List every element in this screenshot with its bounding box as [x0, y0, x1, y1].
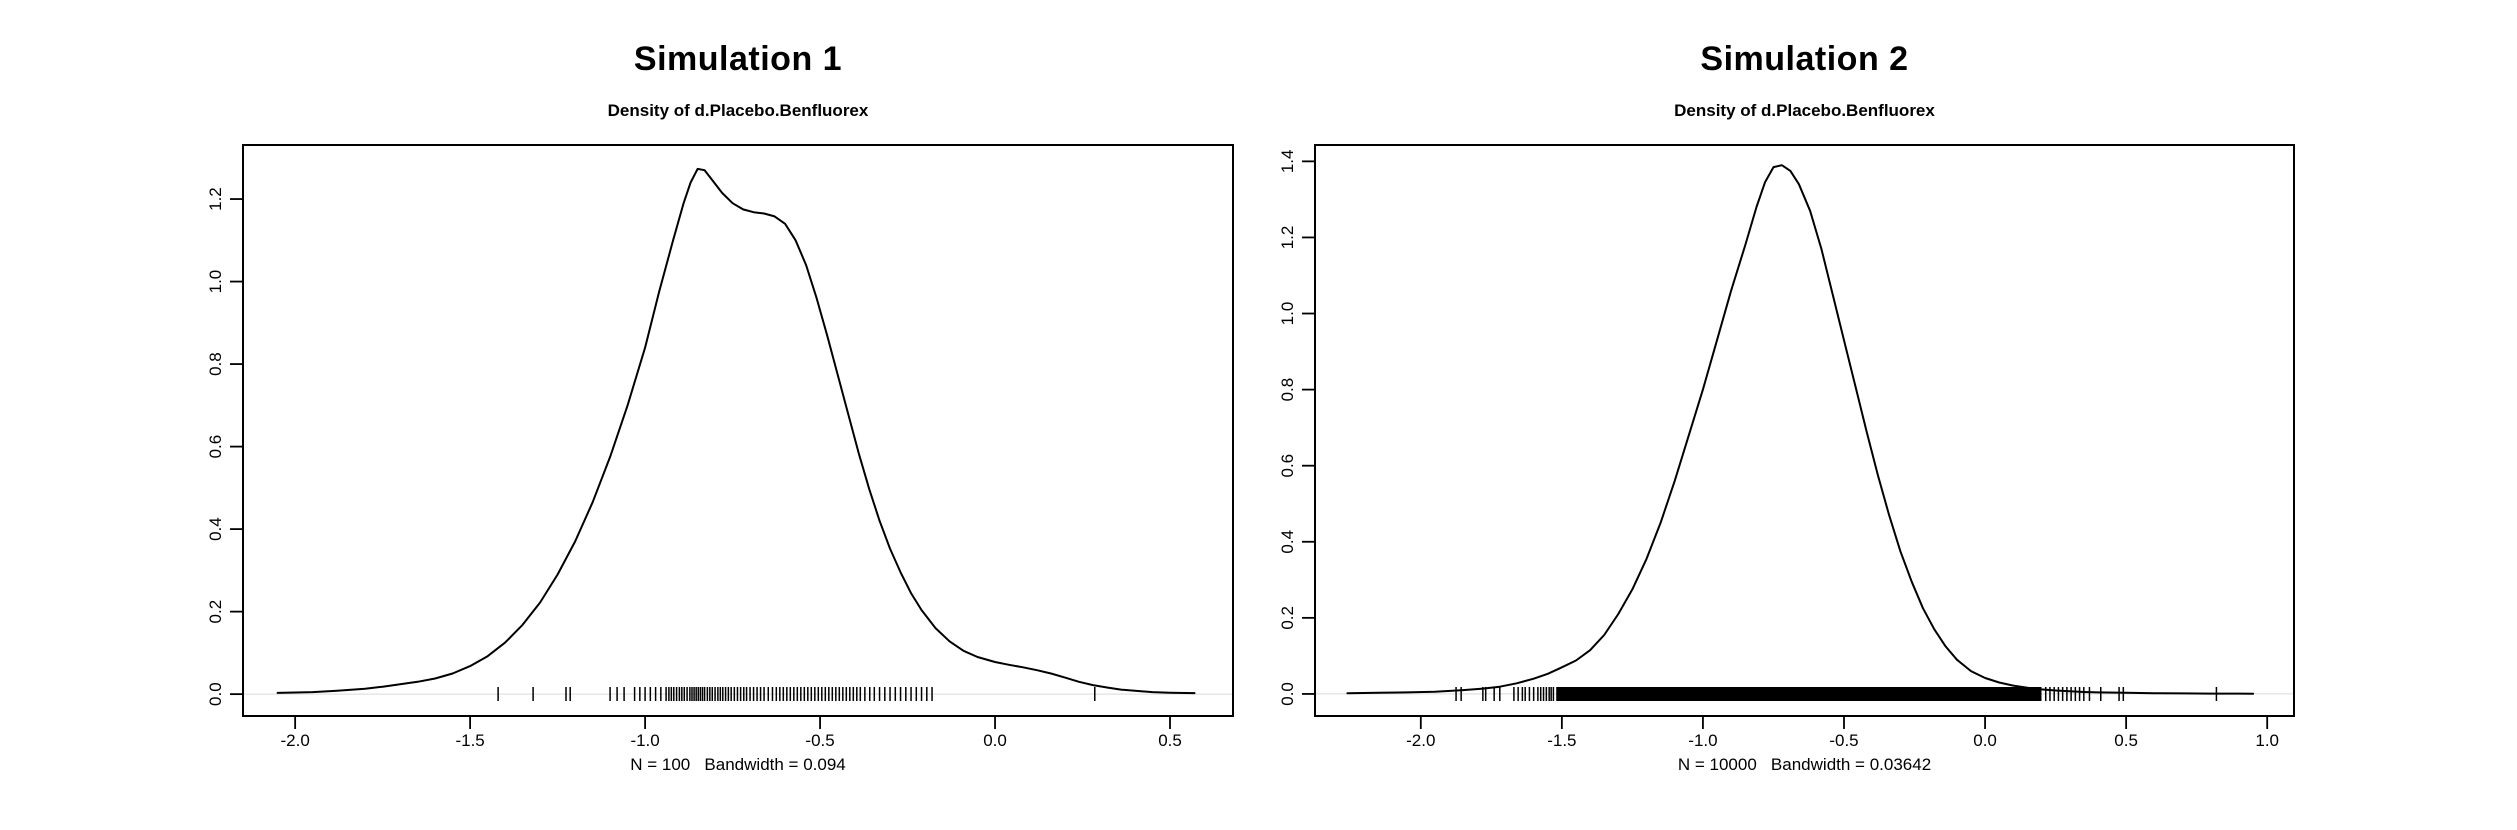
y-tick-label: 0.6 [1278, 454, 1297, 478]
y-tick-label: 0.4 [1278, 530, 1297, 554]
x-tick-label: -1.5 [455, 731, 484, 750]
density-curve [276, 167, 1196, 695]
plot1-subtitle: Density of d.Placebo.Benfluorex [607, 101, 869, 120]
plot1-main-title: Simulation 1 [633, 40, 843, 78]
y-tick-label: 0.0 [1278, 682, 1297, 706]
y-tick-label: 0.8 [206, 352, 225, 376]
y-tick-label: 1.0 [1278, 302, 1297, 326]
plot-box [242, 144, 1234, 717]
x-tick-label: -2.0 [1406, 731, 1435, 750]
y-tick-label: 1.2 [206, 187, 225, 211]
plot1-xaxis-label: N = 100 Bandwidth = 0.094 [630, 755, 846, 774]
plot-box [1314, 144, 2295, 717]
x-tick-label: -1.0 [1688, 731, 1717, 750]
x-tick-label: -0.5 [1829, 731, 1858, 750]
y-tick-label: 0.4 [206, 517, 225, 541]
x-tick-label: 0.0 [1973, 731, 1997, 750]
density-plot-panel-2: -2.0 -1.5 -1.0 -0.5 0.0 0.5 1.0 0.0 0.2 0.4 0.6 0.8… [1278, 144, 2295, 750]
rug-dense-band [1556, 687, 2042, 701]
y-tick-label: 1.0 [206, 270, 225, 294]
density-plot-panel-1: -2.0 -1.5 -1.0 -0.5 0.0 0.5 0.0 0.2 0.4 0.6 0.8 1.0… [206, 144, 1234, 750]
x-tick-label: 0.5 [2114, 731, 2138, 750]
plot2-subtitle: Density of d.Placebo.Benfluorex [1674, 101, 1935, 120]
y-tick-label: 0.0 [206, 682, 225, 706]
plot2-xaxis-label: N = 10000 Bandwidth = 0.03642 [1677, 755, 1932, 774]
x-tick-label: -0.5 [805, 731, 834, 750]
y-tick-label: 0.6 [206, 435, 225, 459]
x-tick-label: 0.5 [1158, 731, 1182, 750]
y-tick-label: 0.2 [1278, 606, 1297, 630]
plot2-main-title: Simulation 2 [1700, 40, 1909, 78]
y-tick-label: 1.2 [1278, 226, 1297, 250]
x-tick-label: -1.5 [1547, 731, 1576, 750]
y-tick-label: 1.4 [1278, 150, 1297, 174]
x-tick-label: 0.0 [983, 731, 1007, 750]
y-tick-label: 0.8 [1278, 378, 1297, 402]
x-tick-label: 1.0 [2255, 731, 2279, 750]
density-curve [1346, 164, 2255, 695]
x-tick-label: -1.0 [630, 731, 659, 750]
y-tick-label: 0.2 [206, 600, 225, 624]
x-tick-label: -2.0 [280, 731, 309, 750]
